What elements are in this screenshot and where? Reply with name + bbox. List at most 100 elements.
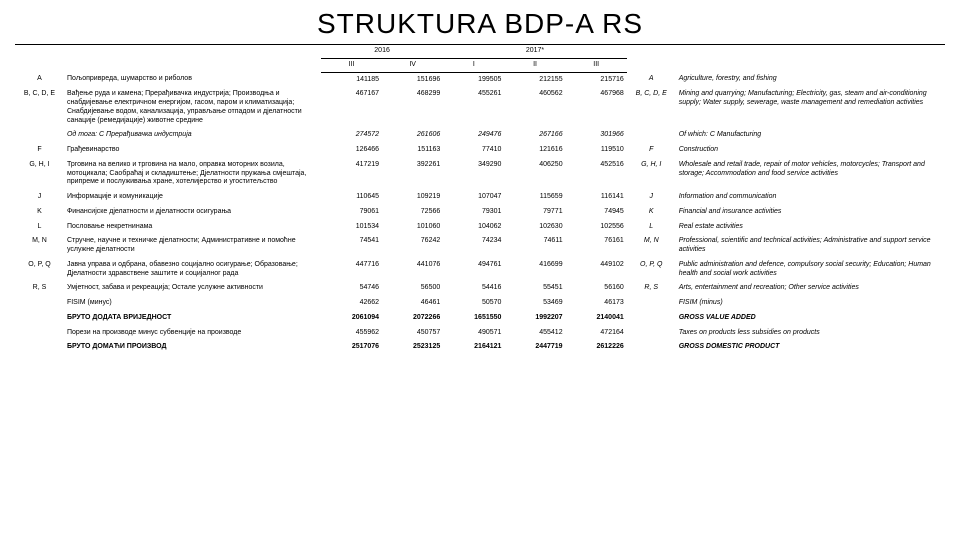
table-row: АПољопривреда, шумарство и риболов141185… (15, 72, 945, 87)
row-label-en: Information and communication (676, 190, 945, 205)
cell-value: 2061094 (321, 311, 382, 326)
cell-value: 76242 (382, 234, 443, 258)
cell-value: 101060 (382, 220, 443, 235)
cell-value: 274572 (321, 128, 382, 143)
table-row: FГрађевинарство1264661511637741012161611… (15, 143, 945, 158)
cell-value: 101534 (321, 220, 382, 235)
cell-value: 121616 (504, 143, 565, 158)
cell-value: 42662 (321, 296, 382, 311)
cell-value: 54746 (321, 281, 382, 296)
col-q2-2017: II (504, 58, 565, 72)
row-code-en (627, 296, 676, 311)
cell-value: 110645 (321, 190, 382, 205)
row-code-en: A (627, 72, 676, 87)
row-code-en: L (627, 220, 676, 235)
row-label-sr: Умјетност, забава и рекреација; Остале у… (64, 281, 321, 296)
row-label-sr: Стручне, научне и техничке дјелатности; … (64, 234, 321, 258)
cell-value: 449102 (566, 258, 627, 282)
cell-value: 472164 (566, 326, 627, 341)
row-label-sr: Трговина на велико и трговина на мало, о… (64, 158, 321, 190)
cell-value: 455962 (321, 326, 382, 341)
cell-value: 102556 (566, 220, 627, 235)
col-q4-2016: IV (382, 58, 443, 72)
row-code-sr: L (15, 220, 64, 235)
row-code-sr (15, 128, 64, 143)
cell-value: 392261 (382, 158, 443, 190)
cell-value: 55451 (504, 281, 565, 296)
row-code-sr: R, S (15, 281, 64, 296)
cell-value: 115659 (504, 190, 565, 205)
row-label-sr: Од тога: C Прерађивачка индустрија (64, 128, 321, 143)
row-code-en: G, H, I (627, 158, 676, 190)
cell-value: 450757 (382, 326, 443, 341)
row-code-en (627, 326, 676, 341)
cell-value: 301966 (566, 128, 627, 143)
cell-value: 74611 (504, 234, 565, 258)
cell-value: 54416 (443, 281, 504, 296)
table-row: Порези на производе минус субвенције на … (15, 326, 945, 341)
table-row: G, H, I Трговина на велико и трговина на … (15, 158, 945, 190)
row-code-en: B, C, D, E (627, 87, 676, 128)
table-row: O, P, QЈавна управа и одбрана, обавезно … (15, 258, 945, 282)
cell-value: 267166 (504, 128, 565, 143)
cell-value: 2072266 (382, 311, 443, 326)
table-row: JИнформације и комуникације1106451092191… (15, 190, 945, 205)
cell-value: 107047 (443, 190, 504, 205)
row-code-en: K (627, 205, 676, 220)
year-2017: 2017* (443, 45, 627, 59)
row-label-sr: Порези на производе минус субвенције на … (64, 326, 321, 341)
cell-value: 2164121 (443, 340, 504, 355)
cell-value: 417219 (321, 158, 382, 190)
cell-value: 126466 (321, 143, 382, 158)
row-label-en: Arts, entertainment and recreation; Othe… (676, 281, 945, 296)
cell-value: 46173 (566, 296, 627, 311)
row-code-en: J (627, 190, 676, 205)
row-label-en: Wholesale and retail trade, repair of mo… (676, 158, 945, 190)
cell-value: 2612226 (566, 340, 627, 355)
row-code-sr: O, P, Q (15, 258, 64, 282)
row-code-sr: F (15, 143, 64, 158)
col-q1-2017: I (443, 58, 504, 72)
row-label-sr: БРУТО ДОДАТА ВРИЈЕДНОСТ (64, 311, 321, 326)
row-label-en: Of which: C Manufacturing (676, 128, 945, 143)
cell-value: 455261 (443, 87, 504, 128)
row-label-sr: Информације и комуникације (64, 190, 321, 205)
cell-value: 2517076 (321, 340, 382, 355)
row-label-sr: Пословање некретнинама (64, 220, 321, 235)
cell-value: 249476 (443, 128, 504, 143)
row-label-en: FISIM (minus) (676, 296, 945, 311)
cell-value: 74945 (566, 205, 627, 220)
cell-value: 460562 (504, 87, 565, 128)
cell-value: 455412 (504, 326, 565, 341)
row-code-en (627, 128, 676, 143)
table-row: Од тога: C Прерађивачка индустрија274572… (15, 128, 945, 143)
table-row: FISIM (минус)4266246461505705346946173FI… (15, 296, 945, 311)
table-row: R, SУмјетност, забава и рекреација; Оста… (15, 281, 945, 296)
cell-value: 50570 (443, 296, 504, 311)
cell-value: 76161 (566, 234, 627, 258)
cell-value: 468299 (382, 87, 443, 128)
cell-value: 467968 (566, 87, 627, 128)
cell-value: 199505 (443, 72, 504, 87)
row-code-en: M, N (627, 234, 676, 258)
cell-value: 494761 (443, 258, 504, 282)
col-q3-2016: III (321, 58, 382, 72)
row-label-en: Professional, scientific and technical a… (676, 234, 945, 258)
cell-value: 109219 (382, 190, 443, 205)
row-code-sr: B, C, D, E (15, 87, 64, 128)
row-label-sr: FISIM (минус) (64, 296, 321, 311)
row-label-en: Construction (676, 143, 945, 158)
table-row: M, N Стручне, научне и техничке дјелатнос… (15, 234, 945, 258)
row-code-en: F (627, 143, 676, 158)
row-label-en: Mining and quarrying; Manufacturing; Ele… (676, 87, 945, 128)
row-code-sr (15, 340, 64, 355)
page-title: STRUKTURA BDP-A RS (0, 0, 960, 44)
cell-value: 1651550 (443, 311, 504, 326)
cell-value: 74234 (443, 234, 504, 258)
row-label-en: Public administration and defence, compu… (676, 258, 945, 282)
cell-value: 74541 (321, 234, 382, 258)
cell-value: 77410 (443, 143, 504, 158)
cell-value: 406250 (504, 158, 565, 190)
row-label-en: Real estate activities (676, 220, 945, 235)
cell-value: 467167 (321, 87, 382, 128)
